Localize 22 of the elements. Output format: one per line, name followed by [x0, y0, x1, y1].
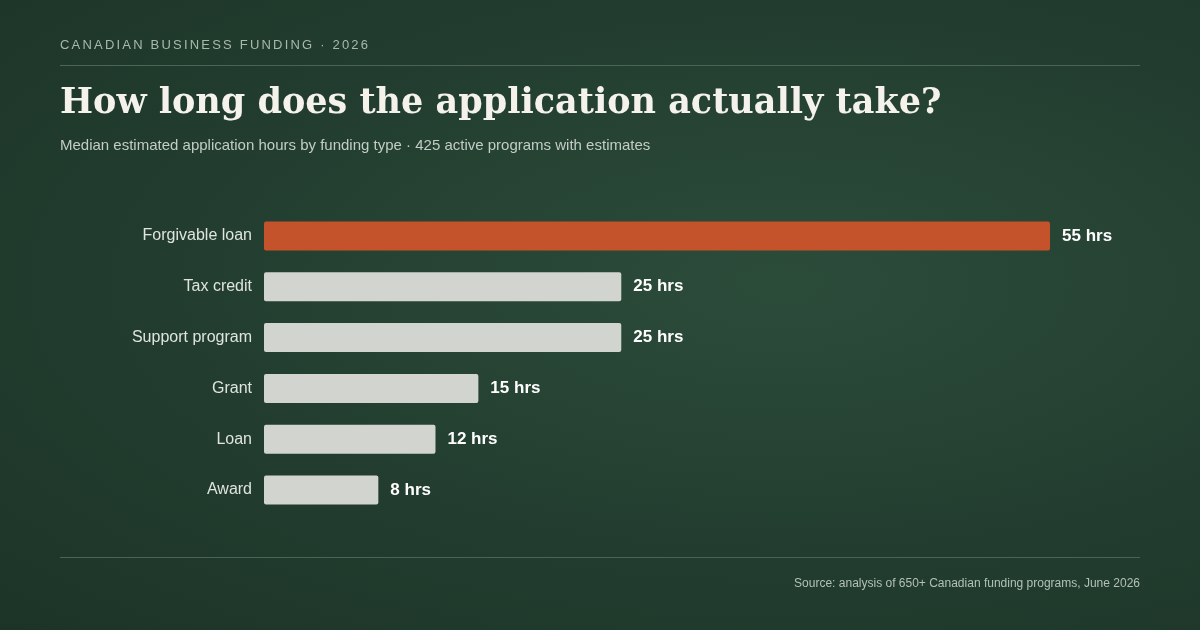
bar	[264, 475, 379, 505]
y-tick-label: Award	[206, 480, 252, 498]
y-tick-label: Loan	[216, 429, 252, 447]
bar	[264, 323, 622, 353]
bar	[264, 221, 1050, 251]
y-tick-label: Grant	[211, 378, 253, 396]
data-label: 25 hrs	[633, 276, 684, 296]
data-label: 15 hrs	[490, 378, 541, 398]
y-tick-label: Support program	[131, 328, 252, 346]
data-label: 25 hrs	[633, 327, 684, 347]
y-tick-label: Tax credit	[183, 277, 253, 295]
data-label: 12 hrs	[447, 428, 498, 448]
y-tick-label: Forgivable loan	[142, 226, 252, 244]
bar	[264, 424, 436, 454]
chart-title: How long does the application actually take?	[60, 80, 942, 121]
chart-subtitle: Median estimated application hours by funding type · 425 active programs with estimates	[60, 136, 651, 153]
data-label: 8 hrs	[390, 479, 431, 499]
bar	[264, 373, 479, 403]
source-note: Source: analysis of 650+ Canadian funding programs, June 2026	[794, 576, 1140, 590]
bar	[264, 272, 622, 302]
data-label: 55 hrs	[1062, 225, 1113, 245]
text: CANADIAN BUSINESS FUNDING · 2026	[60, 37, 371, 52]
